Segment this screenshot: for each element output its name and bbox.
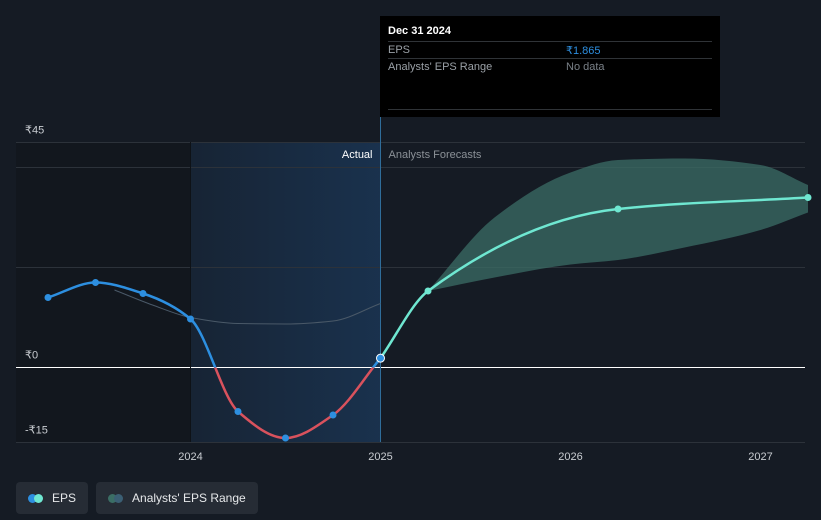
legend-eps-icon bbox=[28, 493, 44, 503]
x-tick-label: 2026 bbox=[558, 451, 582, 463]
eps-point[interactable] bbox=[44, 294, 52, 301]
tooltip-row-range: Analysts' EPS Range No data bbox=[388, 58, 712, 76]
x-tick-label: 2025 bbox=[368, 451, 392, 463]
past-region bbox=[16, 142, 191, 442]
tooltip-value-range: No data bbox=[566, 61, 605, 73]
eps-line-positive bbox=[47, 281, 382, 368]
eps-point[interactable] bbox=[376, 353, 385, 363]
eps-point[interactable] bbox=[234, 408, 242, 415]
eps-point[interactable] bbox=[282, 434, 289, 442]
y-tick-label: ₹0 bbox=[25, 350, 38, 362]
section-label-actual: Actual bbox=[342, 149, 373, 161]
section-label-forecast: Analysts Forecasts bbox=[389, 149, 482, 161]
y-tick-label: -₹15 bbox=[25, 425, 48, 437]
tooltip-label-range: Analysts' EPS Range bbox=[388, 61, 493, 73]
eps-chart: ₹45 ₹0 -₹15 2024 2025 2026 2027 Actual Analysts … bbox=[16, 117, 812, 463]
legend-range-icon bbox=[108, 493, 124, 503]
eps-forecast-line bbox=[379, 196, 809, 359]
eps-forecast-point[interactable] bbox=[424, 287, 432, 295]
x-tick-label: 2027 bbox=[748, 451, 772, 463]
tooltip: Dec 31 2024 EPS ₹1.865 Analysts' EPS Ran… bbox=[380, 16, 720, 117]
tooltip-value-eps: ₹1.865 bbox=[566, 45, 601, 57]
eps-point[interactable] bbox=[187, 315, 194, 323]
tooltip-row-eps: EPS ₹1.865 bbox=[388, 41, 712, 59]
analyst-range-area bbox=[428, 158, 808, 291]
eps-point[interactable] bbox=[329, 411, 337, 419]
eps-forecast-point[interactable] bbox=[614, 205, 622, 213]
eps-point[interactable] bbox=[92, 279, 99, 286]
legend-label-eps: EPS bbox=[52, 491, 77, 505]
y-tick-label: ₹45 bbox=[25, 125, 44, 137]
actual-period-band bbox=[190, 142, 381, 442]
tooltip-label-eps: EPS bbox=[388, 44, 411, 56]
x-tick-label: 2024 bbox=[178, 451, 202, 463]
legend: EPS Analysts' EPS Range bbox=[16, 482, 258, 514]
past-estimate-line bbox=[114, 289, 381, 325]
eps-point[interactable] bbox=[139, 290, 147, 297]
legend-item-eps[interactable]: EPS bbox=[16, 482, 89, 514]
legend-label-analyst-range: Analysts' EPS Range bbox=[132, 491, 246, 505]
legend-item-analyst-range[interactable]: Analysts' EPS Range bbox=[96, 482, 258, 514]
tooltip-divider bbox=[388, 109, 712, 110]
tooltip-date: Dec 31 2024 bbox=[388, 25, 451, 37]
eps-forecast-point[interactable] bbox=[804, 194, 812, 201]
